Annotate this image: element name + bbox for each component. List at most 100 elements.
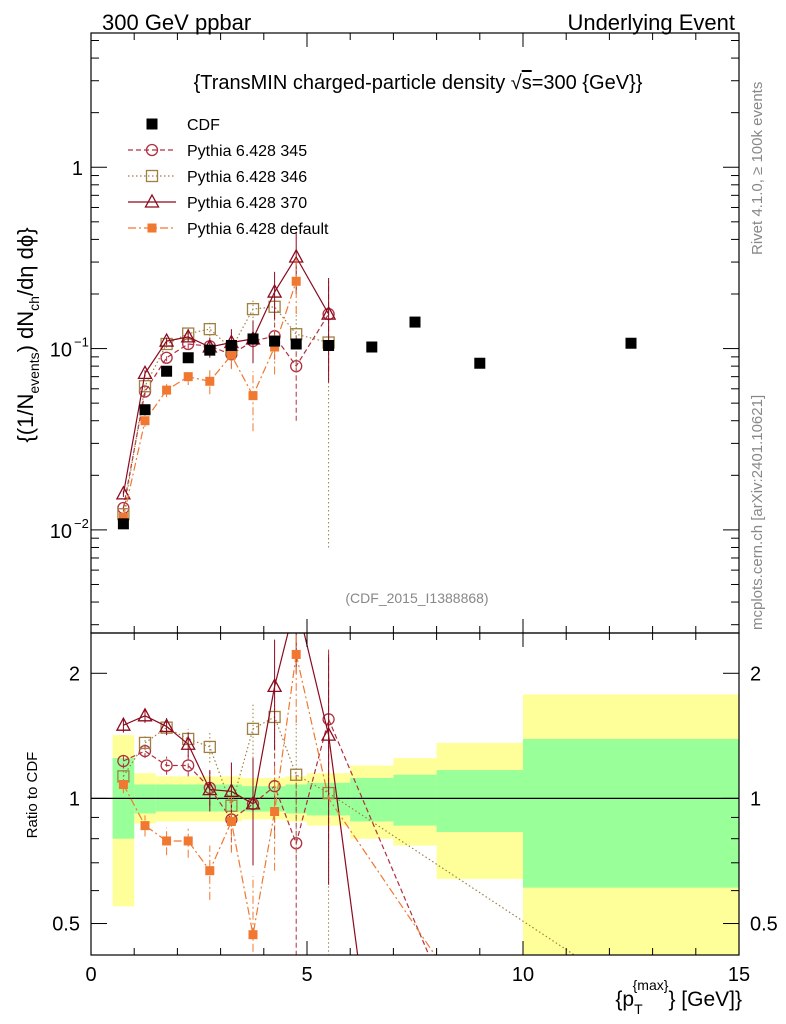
ratio-point-pdefault [205, 866, 215, 876]
x-label-sup: {max} [633, 977, 669, 993]
series-point-p370 [267, 283, 283, 298]
band-inner [393, 774, 437, 826]
series-line-p370 [122, 255, 330, 495]
series-point-pdefault [226, 350, 236, 360]
ratio-y-tick-label: 1 [69, 788, 80, 810]
ratio-point-p370 [180, 735, 196, 750]
ratio-point-p370 [290, 593, 303, 605]
ratio-point-p345 [182, 759, 195, 772]
series-point-pdefault [118, 513, 128, 523]
x-tick-label: 15 [728, 964, 750, 986]
analysis-tag: (CDF_2015_I1388868) [345, 590, 488, 606]
x-label-sub: T [634, 1001, 643, 1017]
x-label-part-1: {p [615, 988, 634, 1011]
band-inner [436, 770, 523, 833]
ratio-point-p345 [138, 744, 152, 758]
ratio-y-tick-label-right: 2 [750, 663, 761, 685]
ratio-point-pdefault [183, 836, 193, 846]
ratio-panel-axes: 0 5 10 15 0.5 0.5 1 1 2 2 [52, 632, 778, 986]
ratio-point-p370 [223, 782, 239, 797]
ratio-point-pdefault [162, 836, 172, 846]
main-panel-axes: 10 −210 −11 [50, 32, 740, 634]
ratio-point-pdefault [118, 780, 128, 790]
ratio-y-tick-label: 0.5 [52, 914, 80, 936]
series-point-p345 [290, 359, 303, 373]
y-label-sub-2: ch [26, 296, 42, 311]
ratio-point-pdefault [270, 807, 280, 817]
series-point-p370 [180, 328, 196, 343]
ratio-panel-marks [91, 593, 739, 955]
legend-marker-cdf [146, 118, 158, 130]
cdf-data-point [247, 333, 259, 345]
y-label-part-3: /dη dϕ} [13, 227, 38, 296]
ratio-point-p345 [117, 754, 130, 768]
legend-label-cdf: CDF [187, 117, 220, 134]
mcplots-label: mcplots.cern.ch [arXiv:2401.10621] [749, 395, 766, 630]
cdf-data-point [225, 339, 237, 351]
y-label-part-1: {(1/N [13, 394, 38, 443]
cdf-data-point [204, 344, 216, 356]
cdf-data-point [290, 338, 302, 350]
x-label-part-2: } [GeV]} [668, 988, 742, 1011]
plot-title-s: s [522, 72, 532, 94]
series-point-p370 [321, 305, 337, 320]
ratio-uncertainty-bands [112, 694, 739, 955]
cdf-data-point [474, 357, 486, 369]
legend-label-p345: Pythia 6.428 345 [187, 143, 307, 160]
ratio-point-pdefault [226, 816, 236, 826]
band-inner [523, 738, 739, 888]
series-point-pdefault [248, 391, 258, 401]
ratio-point-p370 [267, 678, 283, 693]
ratio-point-p345 [290, 837, 303, 850]
y-tick-label: 10 [50, 340, 72, 362]
plot-title: {TransMIN charged-particle density √s=30… [194, 72, 643, 94]
plot-title-part-1: {TransMIN charged-particle density [194, 72, 511, 94]
ratio-point-p370 [245, 795, 261, 810]
ratio-point-p345 [268, 780, 281, 793]
legend-marker-p370 [144, 193, 160, 208]
cdf-data-point [625, 337, 637, 349]
ratio-line-p345 [123, 719, 330, 846]
y-tick-label: 10 [50, 521, 72, 543]
ratio-y-tick-label: 2 [69, 663, 80, 685]
y-label-sub-1: events [26, 352, 42, 393]
ratio-point-p370 [137, 707, 153, 722]
series-point-pdefault [270, 342, 280, 352]
legend-marker-p345 [145, 143, 159, 157]
ratio-point-pdefault [291, 649, 301, 659]
ratio-point-p370 [159, 718, 175, 733]
ratio-tail-p345 [328, 719, 430, 955]
x-tick-label: 5 [301, 964, 312, 986]
cdf-data-point [139, 404, 151, 416]
ratio-point-p346 [290, 768, 303, 781]
series-point-p346 [203, 322, 216, 336]
series-point-p346 [138, 380, 152, 393]
legend-label-p346: Pythia 6.428 346 [187, 169, 307, 186]
ratio-point-p345 [160, 759, 173, 772]
cdf-data-point [323, 339, 335, 351]
ratio-line-p370 [123, 633, 330, 805]
legend: CDF Pythia 6.428 345 Pythia 6.428 346 Pythi… [128, 117, 329, 238]
ratio-frame [90, 632, 740, 956]
ratio-point-p370 [321, 726, 337, 741]
y-label-part-2: ) dN [13, 311, 38, 353]
series-point-p345 [117, 501, 130, 515]
ratio-y-tick-label-right: 1 [750, 788, 761, 810]
legend-label-p370: Pythia 6.428 370 [187, 195, 307, 212]
series-point-p346 [246, 302, 260, 316]
plot-title-part-2: =300 {GeV}} [532, 72, 643, 94]
cdf-data-point [366, 341, 378, 353]
rivet-label: Rivet 4.1.0, ≥ 100k events [749, 82, 766, 255]
ratio-point-pdefault [140, 821, 150, 831]
ratio-y-tick-label-right: 0.5 [750, 914, 778, 936]
cdf-data-point [182, 352, 194, 364]
cdf-data-point [269, 335, 281, 347]
ratio-point-p346 [138, 736, 152, 750]
ratio-y-axis-label: Ratio to CDF [24, 752, 41, 839]
series-point-p370 [159, 332, 175, 347]
series-point-pdefault [205, 376, 215, 386]
ratio-tail-p370 [328, 735, 359, 955]
plot-title-sqrt: √ [511, 72, 522, 94]
y-axis-label: {(1/Nevents) dNch/dη dϕ} [13, 227, 42, 442]
header-left: 300 GeV ppbar [102, 10, 251, 35]
